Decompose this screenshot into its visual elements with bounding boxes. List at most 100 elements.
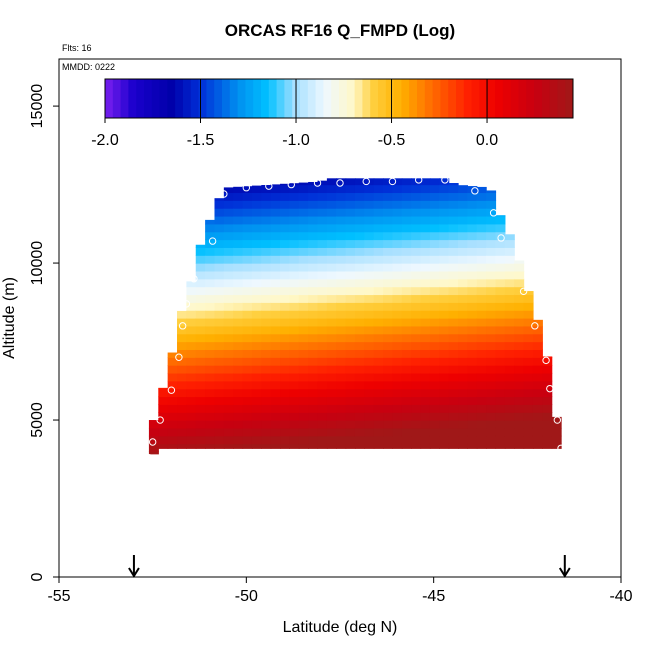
heatmap-cell: [326, 420, 337, 429]
heatmap-cell: [373, 341, 384, 350]
heatmap-cell: [401, 178, 412, 186]
heatmap-cell: [411, 223, 422, 233]
heatmap-cell: [354, 357, 365, 366]
heatmap-cell: [532, 372, 543, 382]
heatmap-cell: [458, 200, 468, 209]
heatmap-cell: [308, 294, 319, 303]
heatmap-cell: [486, 263, 497, 272]
heatmap-cell: [486, 341, 497, 350]
heatmap-cell: [205, 435, 216, 445]
heatmap-cell: [354, 435, 365, 445]
heatmap-cell: [383, 278, 394, 288]
heatmap-cell: [298, 341, 309, 350]
heatmap-cell: [214, 208, 225, 217]
heatmap-cell: [214, 198, 225, 201]
heatmap-cell: [476, 404, 487, 413]
colorbar-tick-label: 0.0: [476, 132, 498, 149]
heatmap-cell: [345, 263, 356, 272]
heatmap-cell: [458, 270, 468, 280]
heatmap-cell: [476, 365, 487, 374]
heatmap-cell: [280, 192, 291, 201]
heatmap-cell: [214, 412, 225, 421]
heatmap-cell: [495, 286, 506, 296]
heatmap-cell: [326, 318, 337, 327]
heatmap-cell: [439, 208, 450, 217]
heatmap-cell: [298, 270, 309, 280]
heatmap-cell: [214, 247, 225, 256]
heatmap-cell: [317, 396, 328, 405]
heatmap-cell: [270, 365, 281, 374]
heatmap-cell: [420, 372, 431, 382]
heatmap-cell: [345, 420, 356, 429]
heatmap-cell: [195, 278, 206, 288]
heatmap-cell: [298, 184, 309, 194]
heatmap-cell: [167, 380, 178, 390]
heatmap-cell: [317, 349, 328, 358]
heatmap-cell: [411, 443, 422, 449]
heatmap-cell: [401, 270, 412, 280]
heatmap-cell: [261, 278, 272, 288]
heatmap-cell: [429, 278, 440, 288]
heatmap-cell: [336, 247, 347, 256]
heatmap-cell: [523, 349, 534, 358]
heatmap-cell: [242, 325, 253, 335]
heatmap-cell: [383, 263, 394, 272]
heatmap-cell: [177, 435, 187, 445]
heatmap-cell: [242, 208, 253, 217]
colorbar-segment: [300, 79, 309, 118]
sample-point: [287, 180, 295, 189]
heatmap-cell: [364, 388, 375, 398]
heatmap-cell: [354, 184, 365, 194]
heatmap-cell: [308, 372, 319, 382]
heatmap-cell: [429, 310, 440, 319]
heatmap-cell: [383, 178, 394, 186]
heatmap-cell: [542, 396, 553, 405]
heatmap-cell: [504, 341, 515, 350]
heatmap-cell: [429, 435, 440, 445]
heatmap-cell: [223, 223, 234, 233]
heatmap-cell: [411, 310, 422, 319]
heatmap-cell: [420, 263, 431, 272]
heatmap-cell: [308, 192, 319, 201]
heatmap-cell: [476, 192, 487, 201]
heatmap-cell: [317, 239, 328, 248]
heatmap-cell: [439, 184, 450, 194]
heatmap-cell: [336, 365, 347, 374]
heatmap-cell: [448, 231, 459, 241]
heatmap-cell: [186, 365, 197, 374]
heatmap-cell: [233, 372, 244, 382]
heatmap-cell: [467, 239, 478, 248]
heatmap-cell: [336, 255, 347, 264]
heatmap-cell: [242, 388, 253, 398]
heatmap-cell: [514, 443, 525, 449]
heatmap-cell: [214, 380, 225, 390]
heatmap-cell: [364, 231, 375, 241]
heatmap-cell: [336, 388, 347, 398]
heatmap-cell: [326, 357, 337, 366]
heatmap-cell: [242, 396, 253, 405]
heatmap-cell: [439, 255, 450, 264]
heatmap-cell: [467, 333, 478, 343]
heatmap-cell: [411, 278, 422, 288]
heatmap-cell: [476, 247, 487, 256]
heatmap-cell: [326, 294, 337, 303]
heatmap-cell: [401, 365, 412, 374]
heatmap-cell: [270, 200, 281, 209]
heatmap-cell: [411, 192, 422, 201]
heatmap-cell: [523, 427, 534, 437]
heatmap-cell: [495, 310, 506, 319]
heatmap-cell: [177, 404, 187, 413]
heatmap-cell: [448, 435, 459, 445]
heatmap-cell: [214, 278, 225, 288]
colorbar-segment: [549, 79, 558, 118]
heatmap-cell: [411, 325, 422, 335]
colorbar-segment: [362, 79, 371, 118]
heatmap-cell: [392, 192, 403, 201]
heatmap-cell: [364, 192, 375, 201]
heatmap-cell: [411, 388, 422, 398]
heatmap-cell: [514, 412, 525, 421]
heatmap-cell: [214, 357, 225, 366]
heatmap-cell: [261, 435, 272, 445]
heatmap-cell: [336, 333, 347, 343]
